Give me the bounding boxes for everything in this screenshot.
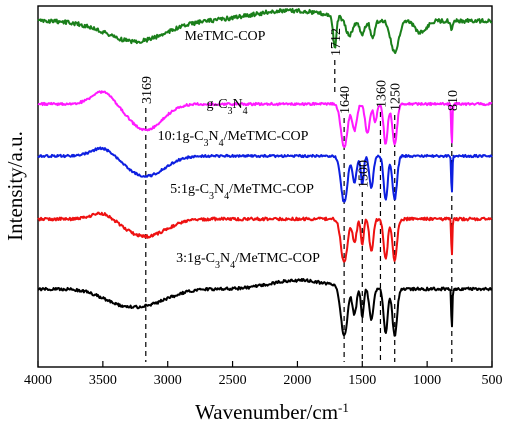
peak-label-3169: 3169 — [140, 76, 155, 104]
peak-label-1250: 1250 — [389, 83, 404, 111]
series-labels: MeTMC-COP g-C3N4 10:1g-C3N4/MeTMC-COP 5:1g-… — [158, 29, 321, 271]
x-tick-label-1500: 1500 — [348, 373, 376, 388]
x-tick-label-4000: 4000 — [24, 373, 52, 388]
series-label-4: 3:1g-C3N4/MeTMC-COP — [176, 251, 320, 271]
series-label-1: g-C3N4 — [206, 97, 247, 117]
spectrum-traces — [37, 7, 493, 337]
trace-0 — [37, 7, 493, 55]
trace-3 — [37, 211, 493, 263]
x-axis-title: Wavenumber/cm-1 — [195, 400, 349, 425]
peak-label-1360: 1360 — [374, 80, 389, 108]
peak-label-1712: 1712 — [329, 28, 344, 56]
x-tick-label-3000: 3000 — [154, 373, 182, 388]
peak-label-1640: 1640 — [338, 86, 353, 114]
series-label-0: MeTMC-COP — [185, 29, 266, 44]
x-tick-label-2000: 2000 — [283, 373, 311, 388]
trace-2 — [37, 146, 493, 203]
series-label-3: 5:1g-C3N4/MeTMC-COP — [170, 182, 314, 202]
x-tick-label-500: 500 — [482, 373, 503, 388]
x-tick-label-1000: 1000 — [413, 373, 441, 388]
x-tick-label-3500: 3500 — [89, 373, 117, 388]
trace-4 — [37, 278, 493, 337]
peak-labels: 3169 1712 1640 1500 1360 1250 810 — [140, 28, 461, 188]
series-label-2: 10:1g-C3N4/MeTMC-COP — [158, 129, 309, 149]
y-axis-title: Intensity/a.u. — [3, 131, 27, 241]
trace-1 — [37, 90, 493, 148]
peak-label-810: 810 — [446, 90, 461, 111]
x-tick-label-2500: 2500 — [219, 373, 247, 388]
x-axis-ticks: 4000 3500 3000 2500 2000 1500 1000 500 — [24, 361, 503, 388]
plot-frame — [37, 5, 493, 368]
peak-label-1500: 1500 — [356, 160, 371, 188]
